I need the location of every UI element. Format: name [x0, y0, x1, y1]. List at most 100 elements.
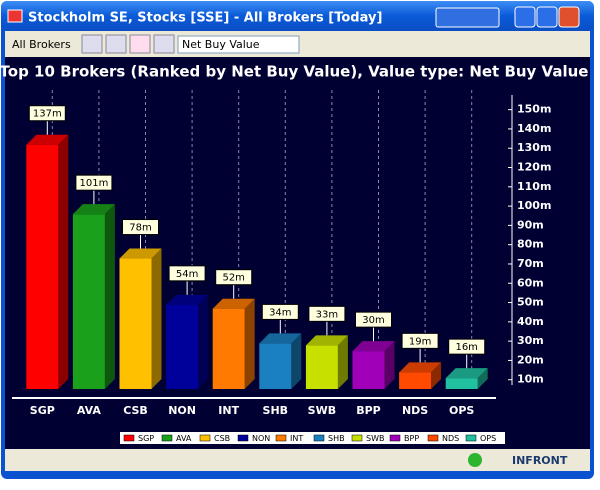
x-tick-label: SGP	[30, 404, 55, 417]
bar-side	[291, 333, 302, 389]
legend-label: OPS	[480, 434, 496, 443]
y-tick-label: 150m	[517, 103, 551, 116]
bar	[166, 304, 199, 389]
status-indicator	[468, 453, 482, 467]
bar-top	[166, 294, 209, 305]
status-bar	[5, 449, 590, 471]
x-tick-label: SHB	[263, 404, 289, 417]
bar-top	[119, 248, 162, 259]
y-tick-label: 70m	[517, 257, 544, 270]
legend-swatch	[199, 434, 211, 442]
legend-swatch	[465, 434, 477, 442]
value-label: 16m	[455, 342, 477, 353]
legend-label: BPP	[404, 434, 419, 443]
bar	[119, 258, 152, 389]
legend-label: SGP	[138, 434, 154, 443]
bar-top	[399, 362, 442, 373]
legend	[120, 432, 505, 444]
y-tick-label: 90m	[517, 218, 544, 231]
y-tick-label: 100m	[517, 199, 551, 212]
bar	[445, 378, 478, 389]
value-select[interactable]	[177, 35, 300, 54]
y-tick-label: 80m	[517, 238, 544, 251]
bar-top	[305, 335, 348, 346]
y-tick-label: 20m	[517, 353, 544, 366]
value-label-box	[261, 303, 299, 320]
bar	[305, 345, 338, 389]
maximize-button[interactable]	[536, 6, 558, 28]
x-tick-label: SWB	[308, 404, 336, 417]
y-tick-label: 130m	[517, 141, 551, 154]
x-tick-label: AVA	[77, 404, 102, 417]
bar-side	[58, 134, 69, 389]
value-label-box	[448, 338, 486, 355]
bar-top	[26, 134, 69, 145]
legend-label: INT	[290, 434, 303, 443]
bar-side	[337, 335, 348, 389]
bar-side	[244, 298, 255, 389]
x-tick-label: CSB	[123, 404, 148, 417]
y-tick-label: 30m	[517, 334, 544, 347]
legend-label: SWB	[366, 434, 384, 443]
y-tick-label: 50m	[517, 296, 544, 309]
broker-menu[interactable]: All Brokers	[12, 38, 71, 51]
x-tick-label: NON	[168, 404, 196, 417]
legend-label: CSB	[214, 434, 230, 443]
value-label-box	[401, 332, 439, 349]
brand: INFRONT	[512, 454, 568, 467]
legend-label: NDS	[442, 434, 459, 443]
minimize-button[interactable]	[514, 6, 536, 28]
value-label: 137m	[33, 109, 62, 120]
y-tick-label: 10m	[517, 373, 544, 386]
x-tick-label: OPS	[449, 404, 474, 417]
legend-label: AVA	[176, 434, 192, 443]
legend-swatch	[313, 434, 325, 442]
bar	[26, 144, 59, 389]
value-label-box	[75, 174, 113, 191]
close-button[interactable]	[558, 6, 580, 28]
bar	[72, 214, 105, 389]
value-label-box	[215, 269, 253, 286]
table-view-button[interactable]	[81, 34, 103, 54]
legend-label: NON	[252, 434, 270, 443]
legend-swatch	[351, 434, 363, 442]
bar-top	[445, 368, 488, 379]
bar	[399, 372, 432, 389]
y-tick-label: 60m	[517, 276, 544, 289]
value-select-text: Net Buy Value	[182, 38, 260, 51]
value-label-box	[168, 265, 206, 282]
bar	[352, 351, 385, 389]
value-label: 30m	[362, 315, 384, 326]
pie-view-button[interactable]	[105, 34, 127, 54]
bar-side	[104, 204, 115, 389]
legend-swatch	[123, 434, 135, 442]
settings-button[interactable]	[153, 34, 175, 54]
legend-swatch	[275, 434, 287, 442]
value-label: 52m	[222, 273, 244, 284]
bar-view-button[interactable]	[129, 34, 151, 54]
bar	[212, 308, 245, 389]
app-icon	[7, 9, 23, 23]
legend-swatch	[427, 434, 439, 442]
bar-side	[477, 368, 488, 389]
bar-top	[259, 333, 302, 344]
bar-side	[151, 248, 162, 389]
legend-swatch	[161, 434, 173, 442]
x-tick-label: NDS	[402, 404, 428, 417]
x-tick-label: INT	[218, 404, 239, 417]
window-title: Stockholm SE, Stocks [SSE] - All Brokers…	[28, 11, 382, 26]
value-label: 33m	[316, 309, 338, 320]
extra-buttons[interactable]	[435, 7, 500, 28]
value-label: 19m	[409, 336, 431, 347]
value-label: 54m	[176, 269, 198, 280]
value-label-box	[355, 311, 392, 328]
legend-label: SHB	[328, 434, 345, 443]
chart-title: Top 10 Brokers (Ranked by Net Buy Value)…	[0, 63, 588, 81]
value-label-box	[28, 105, 66, 122]
x-tick-label: BPP	[356, 404, 381, 417]
bar-top	[72, 204, 115, 215]
y-tick-label: 40m	[517, 315, 544, 328]
bar-top	[212, 298, 255, 309]
value-label: 101m	[79, 178, 108, 189]
